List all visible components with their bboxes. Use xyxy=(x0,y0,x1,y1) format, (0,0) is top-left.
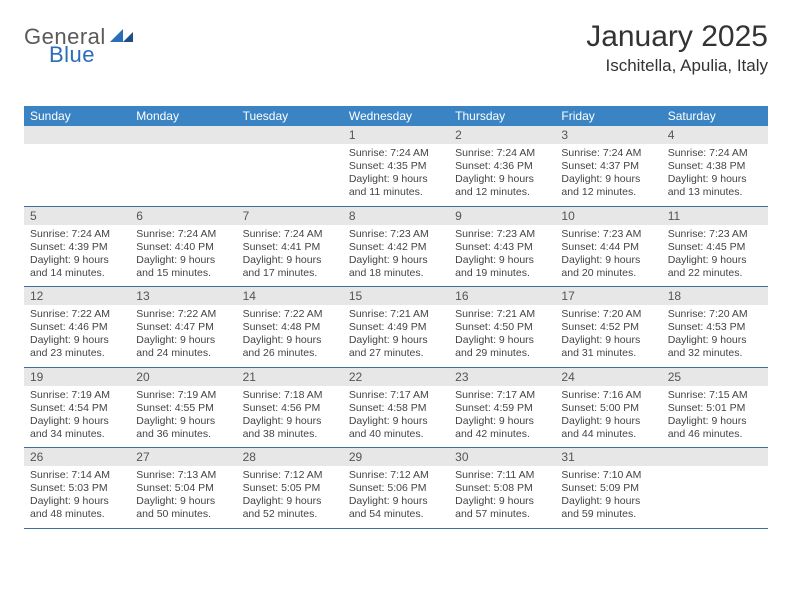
day-details: Sunrise: 7:24 AMSunset: 4:35 PMDaylight:… xyxy=(343,144,449,206)
day-details: Sunrise: 7:24 AMSunset: 4:37 PMDaylight:… xyxy=(555,144,661,206)
day-details: Sunrise: 7:15 AMSunset: 5:01 PMDaylight:… xyxy=(662,386,768,448)
weekday-header: Monday xyxy=(130,106,236,126)
day-details: Sunrise: 7:21 AMSunset: 4:49 PMDaylight:… xyxy=(343,305,449,367)
day-number: 29 xyxy=(343,448,449,466)
logo-blue-wrap: Blue xyxy=(49,42,95,68)
logo-text-blue: Blue xyxy=(49,42,95,67)
day-number: 26 xyxy=(24,448,130,466)
calendar-grid: SundayMondayTuesdayWednesdayThursdayFrid… xyxy=(24,106,768,529)
day-details: Sunrise: 7:22 AMSunset: 4:46 PMDaylight:… xyxy=(24,305,130,367)
day-details: Sunrise: 7:24 AMSunset: 4:41 PMDaylight:… xyxy=(237,225,343,287)
details-row: Sunrise: 7:24 AMSunset: 4:39 PMDaylight:… xyxy=(24,225,768,288)
day-number: 22 xyxy=(343,368,449,386)
day-number: 4 xyxy=(662,126,768,144)
day-details: Sunrise: 7:16 AMSunset: 5:00 PMDaylight:… xyxy=(555,386,661,448)
day-details: Sunrise: 7:20 AMSunset: 4:53 PMDaylight:… xyxy=(662,305,768,367)
day-details: Sunrise: 7:19 AMSunset: 4:54 PMDaylight:… xyxy=(24,386,130,448)
day-details: Sunrise: 7:23 AMSunset: 4:45 PMDaylight:… xyxy=(662,225,768,287)
day-details: Sunrise: 7:14 AMSunset: 5:03 PMDaylight:… xyxy=(24,466,130,528)
day-number xyxy=(237,126,343,144)
logo-mark-icon xyxy=(110,26,136,49)
day-details: Sunrise: 7:24 AMSunset: 4:38 PMDaylight:… xyxy=(662,144,768,206)
day-details: Sunrise: 7:12 AMSunset: 5:06 PMDaylight:… xyxy=(343,466,449,528)
day-number: 31 xyxy=(555,448,661,466)
daynum-row: 1234 xyxy=(24,126,768,144)
details-row: Sunrise: 7:24 AMSunset: 4:35 PMDaylight:… xyxy=(24,144,768,207)
day-details xyxy=(237,144,343,206)
day-details: Sunrise: 7:10 AMSunset: 5:09 PMDaylight:… xyxy=(555,466,661,528)
weekday-header: Tuesday xyxy=(237,106,343,126)
day-details: Sunrise: 7:23 AMSunset: 4:43 PMDaylight:… xyxy=(449,225,555,287)
title-block: January 2025 Ischitella, Apulia, Italy xyxy=(586,20,768,76)
weekday-header: Friday xyxy=(555,106,661,126)
details-row: Sunrise: 7:14 AMSunset: 5:03 PMDaylight:… xyxy=(24,466,768,529)
day-number: 2 xyxy=(449,126,555,144)
weekday-header: Sunday xyxy=(24,106,130,126)
day-number: 27 xyxy=(130,448,236,466)
weekday-header: Saturday xyxy=(662,106,768,126)
day-number: 14 xyxy=(237,287,343,305)
day-number: 30 xyxy=(449,448,555,466)
weekday-header-row: SundayMondayTuesdayWednesdayThursdayFrid… xyxy=(24,106,768,126)
day-number: 18 xyxy=(662,287,768,305)
day-number: 1 xyxy=(343,126,449,144)
day-number: 15 xyxy=(343,287,449,305)
weekday-header: Wednesday xyxy=(343,106,449,126)
day-number: 13 xyxy=(130,287,236,305)
day-number: 23 xyxy=(449,368,555,386)
day-number: 16 xyxy=(449,287,555,305)
day-number: 28 xyxy=(237,448,343,466)
day-details: Sunrise: 7:18 AMSunset: 4:56 PMDaylight:… xyxy=(237,386,343,448)
daynum-row: 12131415161718 xyxy=(24,287,768,305)
day-number: 12 xyxy=(24,287,130,305)
day-number: 9 xyxy=(449,207,555,225)
day-details: Sunrise: 7:23 AMSunset: 4:44 PMDaylight:… xyxy=(555,225,661,287)
day-number: 6 xyxy=(130,207,236,225)
day-details xyxy=(130,144,236,206)
day-details: Sunrise: 7:17 AMSunset: 4:59 PMDaylight:… xyxy=(449,386,555,448)
day-number: 25 xyxy=(662,368,768,386)
day-details: Sunrise: 7:23 AMSunset: 4:42 PMDaylight:… xyxy=(343,225,449,287)
day-number: 8 xyxy=(343,207,449,225)
day-number: 24 xyxy=(555,368,661,386)
day-details: Sunrise: 7:24 AMSunset: 4:36 PMDaylight:… xyxy=(449,144,555,206)
day-number xyxy=(24,126,130,144)
daynum-row: 19202122232425 xyxy=(24,368,768,386)
header: General January 2025 Ischitella, Apulia,… xyxy=(24,20,768,76)
day-number: 19 xyxy=(24,368,130,386)
day-number: 21 xyxy=(237,368,343,386)
day-number: 7 xyxy=(237,207,343,225)
day-details: Sunrise: 7:22 AMSunset: 4:48 PMDaylight:… xyxy=(237,305,343,367)
day-number xyxy=(662,448,768,466)
day-details: Sunrise: 7:13 AMSunset: 5:04 PMDaylight:… xyxy=(130,466,236,528)
day-number: 20 xyxy=(130,368,236,386)
day-number: 10 xyxy=(555,207,661,225)
day-number: 3 xyxy=(555,126,661,144)
day-details: Sunrise: 7:24 AMSunset: 4:39 PMDaylight:… xyxy=(24,225,130,287)
day-details: Sunrise: 7:22 AMSunset: 4:47 PMDaylight:… xyxy=(130,305,236,367)
details-row: Sunrise: 7:19 AMSunset: 4:54 PMDaylight:… xyxy=(24,386,768,449)
daynum-row: 567891011 xyxy=(24,207,768,225)
weekday-header: Thursday xyxy=(449,106,555,126)
day-details: Sunrise: 7:21 AMSunset: 4:50 PMDaylight:… xyxy=(449,305,555,367)
daynum-row: 262728293031 xyxy=(24,448,768,466)
calendar-page: General January 2025 Ischitella, Apulia,… xyxy=(0,0,792,549)
day-details: Sunrise: 7:19 AMSunset: 4:55 PMDaylight:… xyxy=(130,386,236,448)
day-number: 17 xyxy=(555,287,661,305)
day-details: Sunrise: 7:12 AMSunset: 5:05 PMDaylight:… xyxy=(237,466,343,528)
day-details: Sunrise: 7:20 AMSunset: 4:52 PMDaylight:… xyxy=(555,305,661,367)
day-details: Sunrise: 7:24 AMSunset: 4:40 PMDaylight:… xyxy=(130,225,236,287)
day-details: Sunrise: 7:11 AMSunset: 5:08 PMDaylight:… xyxy=(449,466,555,528)
day-details xyxy=(24,144,130,206)
month-title: January 2025 xyxy=(586,20,768,54)
day-number xyxy=(130,126,236,144)
location: Ischitella, Apulia, Italy xyxy=(586,56,768,76)
day-number: 11 xyxy=(662,207,768,225)
details-row: Sunrise: 7:22 AMSunset: 4:46 PMDaylight:… xyxy=(24,305,768,368)
day-details: Sunrise: 7:17 AMSunset: 4:58 PMDaylight:… xyxy=(343,386,449,448)
day-number: 5 xyxy=(24,207,130,225)
day-details xyxy=(662,466,768,528)
